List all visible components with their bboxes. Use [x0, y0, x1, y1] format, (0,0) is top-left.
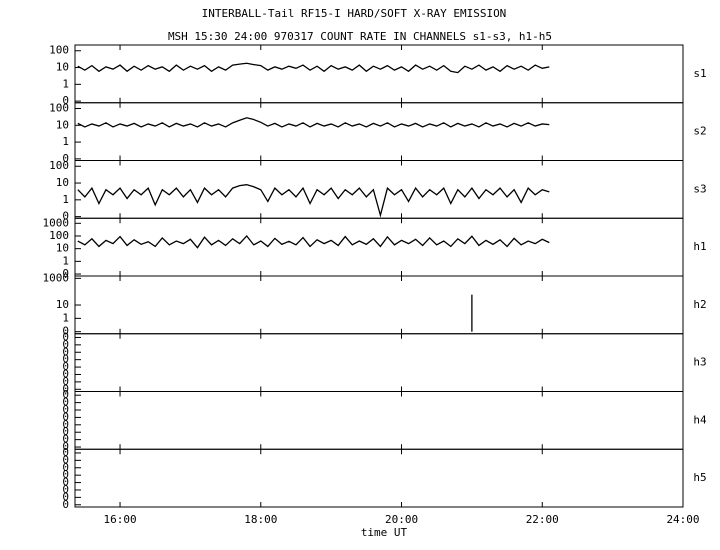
y-tick-label: 0	[62, 396, 69, 409]
y-tick-label: 0	[62, 210, 69, 223]
channel-label: s1	[693, 67, 706, 80]
y-tick-label: 0	[62, 338, 69, 351]
y-tick-label: 0	[62, 267, 69, 280]
y-tick-label: 0	[62, 353, 69, 366]
y-tick-label: 1000	[43, 216, 70, 229]
y-tick-label: 10	[56, 61, 69, 74]
x-tick-label: 16:00	[103, 513, 136, 526]
x-tick-label: 22:00	[526, 513, 559, 526]
y-tick-label: 1	[62, 193, 69, 206]
y-tick-label: 1000	[43, 271, 70, 284]
y-tick-label: 0	[62, 490, 69, 503]
y-tick-label: 0	[62, 94, 69, 107]
channel-label: h1	[693, 240, 706, 253]
y-tick-label: 0	[62, 476, 69, 489]
channel-label: h4	[693, 413, 707, 426]
panel-frame	[74, 448, 684, 508]
y-tick-label: 0	[62, 440, 69, 453]
y-tick-label: 0	[62, 418, 69, 431]
y-tick-label: 0	[62, 483, 69, 496]
y-tick-label: 0	[62, 453, 69, 466]
y-tick-label: 1	[62, 77, 69, 90]
y-tick-label: 0	[62, 152, 69, 165]
x-tick-label: 20:00	[385, 513, 418, 526]
data-line	[77, 62, 550, 74]
y-tick-label: 10	[56, 176, 69, 189]
y-tick-label: 0	[62, 410, 69, 423]
y-tick-label: 0	[62, 367, 69, 380]
y-tick-label: 1	[62, 135, 69, 148]
y-tick-label: 1	[62, 311, 69, 324]
y-tick-label: 0	[62, 403, 69, 416]
y-tick-label: 100	[49, 44, 69, 57]
y-tick-label: 10	[56, 242, 69, 255]
channel-label: h2	[693, 298, 706, 311]
y-tick-label: 100	[49, 101, 69, 114]
channel-label: h3	[693, 356, 706, 369]
data-line	[77, 184, 550, 218]
y-tick-label: 0	[62, 345, 69, 358]
chart-title: INTERBALL-Tail RF15-I HARD/SOFT X-RAY EM…	[202, 7, 507, 20]
channel-label: s3	[693, 182, 706, 195]
y-tick-label: 10	[56, 118, 69, 131]
y-tick-label: 0	[62, 498, 69, 511]
y-tick-label: 1	[62, 254, 69, 267]
data-line	[77, 117, 550, 128]
y-tick-label: 100	[49, 159, 69, 172]
chart-subtitle: MSH 15:30 24:00 970317 COUNT RATE IN CHA…	[168, 30, 552, 43]
y-tick-label: 100	[49, 229, 69, 242]
x-tick-label: 24:00	[666, 513, 699, 526]
y-tick-label: 0	[62, 375, 69, 388]
x-axis-label: time UT	[361, 526, 408, 539]
y-tick-label: 0	[62, 382, 69, 395]
data-line	[77, 234, 550, 249]
x-tick-label: 18:00	[244, 513, 277, 526]
y-tick-label: 0	[62, 325, 69, 338]
y-tick-label: 0	[62, 330, 69, 343]
y-tick-label: 10	[56, 298, 69, 311]
y-tick-label: 0	[62, 360, 69, 373]
channel-label: h5	[693, 471, 706, 484]
y-tick-label: 0	[62, 461, 69, 474]
y-tick-label: 0	[62, 425, 69, 438]
y-tick-label: 0	[62, 433, 69, 446]
channel-label: s2	[693, 125, 706, 138]
y-tick-label: 0	[62, 388, 69, 401]
y-tick-label: 0	[62, 468, 69, 481]
y-tick-label: 0	[62, 446, 69, 459]
